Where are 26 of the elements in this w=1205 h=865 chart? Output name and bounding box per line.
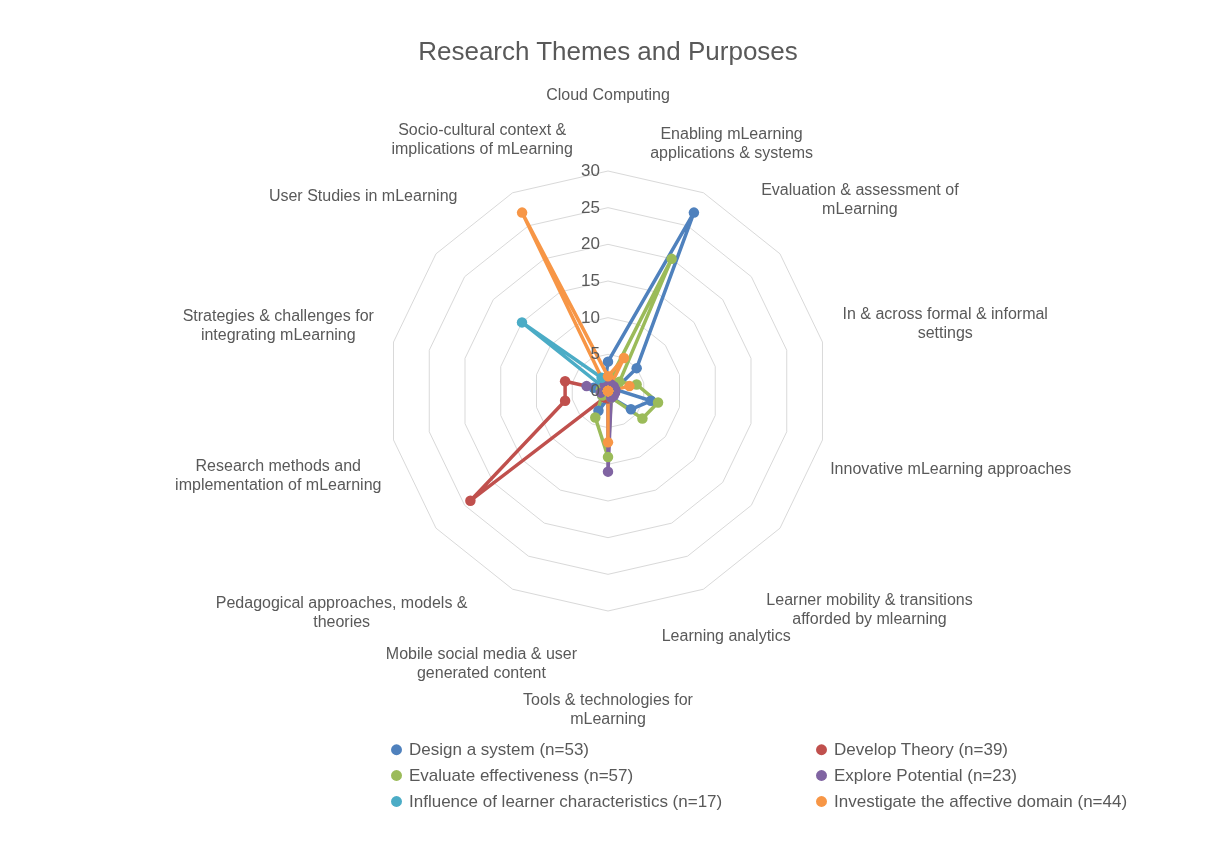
spoke-label: Innovative mLearning approaches bbox=[830, 460, 1072, 478]
legend-label: Investigate the affective domain (n=44) bbox=[834, 791, 1128, 811]
legend-label: Influence of learner characteristics (n=17) bbox=[409, 791, 723, 811]
spoke-label: Learning analytics bbox=[661, 627, 791, 645]
legend-label: Design a system (n=53) bbox=[409, 739, 589, 759]
spoke-label: Evaluation & assessment of mLearning bbox=[761, 181, 960, 218]
y-tick-label: 10 bbox=[581, 307, 600, 327]
spoke-label: Enabling mLearning applications & systems bbox=[650, 125, 813, 162]
legend-label: Explore Potential (n=23) bbox=[834, 765, 1017, 785]
y-tick-label: 15 bbox=[581, 271, 600, 290]
spoke-label: Mobile social media & user generated content bbox=[385, 644, 578, 681]
chart-title: Research Themes and Purposes bbox=[418, 35, 798, 66]
spoke-label: Pedagogical approaches, models & theories bbox=[215, 594, 468, 631]
y-tick-label: 20 bbox=[581, 234, 600, 254]
legend-label: Evaluate effectiveness (n=57) bbox=[409, 765, 634, 785]
spoke-label: Strategies & challenges for integrating mLearning bbox=[182, 306, 375, 343]
spoke-label: Socio-cultural context & implications of mLearning bbox=[391, 120, 573, 157]
spoke-label: Tools & technologies for mLearning bbox=[523, 691, 694, 727]
spoke-label: In & across formal & informal settings bbox=[842, 305, 1048, 342]
spoke-label: User Studies in mLearning bbox=[268, 186, 458, 204]
y-tick-label: 30 bbox=[581, 161, 600, 180]
legend-label: Develop Theory (n=39) bbox=[834, 739, 1009, 759]
spoke-label: Cloud Computing bbox=[546, 85, 670, 103]
y-tick-label: 25 bbox=[581, 197, 600, 217]
spoke-label: Learner mobility & transitions afforded by mlearning bbox=[766, 590, 973, 627]
spoke-label: Research methods and implementation of mLearning bbox=[175, 457, 382, 494]
